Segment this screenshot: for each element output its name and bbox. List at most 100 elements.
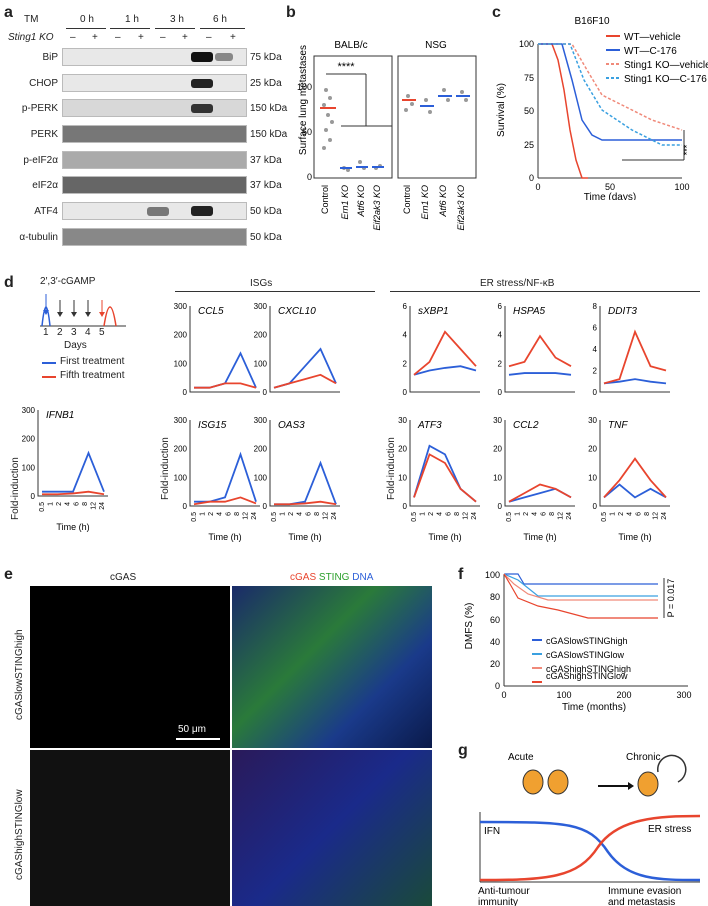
- blot-label-tubulin: α-tubulin: [19, 232, 58, 243]
- blot-label-peif2a: p-eIF2α: [23, 155, 58, 166]
- sign-1: –: [70, 32, 76, 43]
- d-legend-fifth: Fifth treatment: [60, 370, 125, 381]
- b-ytick-50: 50: [302, 127, 312, 137]
- c-xlabel: Time (days): [584, 192, 636, 200]
- c-ytick-75: 75: [524, 73, 534, 83]
- d-xlabel: Time (h): [523, 532, 556, 542]
- e-scale-bar: [176, 738, 220, 740]
- blot-label-atf4: ATF4: [34, 206, 58, 217]
- d-xtick: 1: [515, 512, 522, 516]
- d-ytick: 6: [593, 324, 598, 333]
- d-ytick: 300: [174, 302, 188, 311]
- blot-perk: [62, 125, 247, 143]
- d-xtick: 0.5: [191, 512, 198, 522]
- panel-label-d: d: [4, 274, 14, 291]
- c-ytick-100: 100: [519, 39, 534, 49]
- f-legend-2: cGAShighSTINGhigh: [546, 664, 631, 674]
- d-ytick: 2: [593, 367, 598, 376]
- kda-atf4: 50 kDa: [250, 206, 282, 217]
- d-ytick: 10: [398, 473, 407, 482]
- d-xtick: 8: [314, 512, 321, 516]
- d-ytick: 30: [588, 416, 597, 425]
- timepoint-1h: 1 h: [125, 14, 139, 25]
- d-ytick: 20: [588, 445, 597, 454]
- d-xtick: 24: [471, 512, 478, 520]
- panel-g-diagram: Acute Chronic IFN ER stress Anti-tumour …: [478, 752, 701, 906]
- g-immunity: immunity: [478, 897, 518, 906]
- d-ytick: 0: [263, 502, 268, 511]
- d-ytick: 6: [498, 302, 503, 311]
- kda-eif2a: 37 kDa: [250, 180, 282, 191]
- d-ytick: 2: [403, 359, 408, 368]
- d-plot-title: TNF: [608, 420, 628, 431]
- d-xtick: 8: [234, 512, 241, 516]
- d-xtick: 12: [322, 512, 329, 520]
- d-ytick: 4: [498, 331, 503, 340]
- d-xtick: 12: [242, 512, 249, 520]
- e-col1: cGAS: [110, 572, 137, 583]
- d-legend-first: First treatment: [60, 356, 125, 367]
- d-xtick: 24: [99, 502, 106, 510]
- d-ytick: 0: [498, 502, 503, 511]
- e-micro-cgas-top: [30, 586, 230, 748]
- d-ytick: 300: [254, 416, 268, 425]
- d-plot-hspa5: HSPA5 0 2 4 6: [498, 302, 575, 397]
- blot-peif2a: [62, 151, 247, 169]
- d-xtick: 12: [462, 512, 469, 520]
- c-curve-wt-c176: [538, 43, 682, 141]
- d-xtick: 0.5: [411, 512, 418, 522]
- e-col2-cgas: cGAS: [290, 572, 317, 583]
- kda-perk: 150 kDa: [250, 129, 288, 140]
- d-xtick: 1: [610, 512, 617, 516]
- g-ifn: IFN: [484, 826, 500, 837]
- sign-4: +: [138, 32, 144, 43]
- d-xtick: 1: [280, 512, 287, 516]
- e-col2-sting: STING: [318, 572, 350, 583]
- d-xtick: 12: [557, 512, 564, 520]
- d-ytick: 0: [263, 388, 268, 397]
- f-xtick-300: 300: [676, 690, 691, 700]
- sign-3: –: [115, 32, 121, 43]
- d-ytick: 6: [403, 302, 408, 311]
- c-curve-ko-c176: [538, 43, 682, 146]
- blot-label-eif2a: eIF2α: [32, 180, 58, 191]
- d-plot-title: sXBP1: [418, 306, 449, 317]
- d-day-5: 5: [99, 327, 105, 338]
- d-ytick: 100: [254, 473, 268, 482]
- d-xtick: 8: [454, 512, 461, 516]
- d-ytick: 200: [174, 445, 188, 454]
- d-ytick: 0: [183, 502, 188, 511]
- d-xtick: 4: [437, 512, 444, 516]
- d-xtick: 2: [428, 512, 435, 516]
- sign-6: +: [182, 32, 188, 43]
- g-anti: Anti-tumour: [478, 886, 530, 897]
- b-right-title: NSG: [425, 40, 447, 51]
- d-plot-title: CCL2: [513, 420, 539, 431]
- c-legend-1: WT—C-176: [624, 46, 677, 57]
- d-ytick: 200: [254, 445, 268, 454]
- d-ytick: 2: [498, 359, 503, 368]
- d-ytick: 200: [254, 331, 268, 340]
- b-cat-ern1-nsg: Ern1 KO: [420, 185, 430, 220]
- d-xtick: 6: [540, 512, 547, 516]
- d-xtick: 0.5: [271, 512, 278, 522]
- b-cat-control-nsg: Control: [402, 185, 412, 214]
- d-ytick: 20: [493, 445, 502, 454]
- d-ytick: 30: [493, 416, 502, 425]
- kda-bip: 75 kDa: [250, 52, 282, 63]
- d-xtick: 8: [644, 512, 651, 516]
- panel-b-plot: Surface lung metastases BALB/c NSG 0 50 …: [297, 40, 477, 231]
- d-xtick: 2: [288, 512, 295, 516]
- d-ytick: 10: [588, 473, 597, 482]
- d-xlabel: Time (h): [288, 532, 321, 542]
- d-plot-title: OAS3: [278, 420, 305, 431]
- d-xtick: 4: [65, 502, 72, 506]
- panel-label-g: g: [458, 742, 468, 759]
- sign-7: –: [206, 32, 212, 43]
- b-cat-control: Control: [320, 185, 330, 214]
- d-ytick: 4: [593, 345, 598, 354]
- blot-pperk: [62, 99, 247, 117]
